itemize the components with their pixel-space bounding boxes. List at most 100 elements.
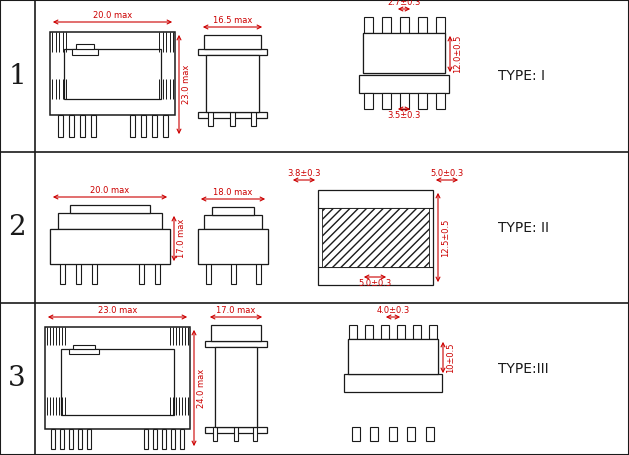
Text: TYPE: I: TYPE: I [498, 69, 545, 83]
Text: 23.0 max: 23.0 max [182, 65, 191, 104]
Bar [141, 115, 146, 137]
Bar [87, 429, 91, 449]
Text: 10±0.5: 10±0.5 [446, 342, 455, 373]
Bar [153, 429, 157, 449]
Bar [389, 427, 397, 441]
Bar [322, 208, 429, 267]
Bar [50, 229, 170, 264]
Text: 23.0 max: 23.0 max [98, 306, 137, 315]
Bar [234, 427, 238, 441]
Bar [204, 35, 261, 49]
Text: 12.5±0.5: 12.5±0.5 [441, 218, 450, 257]
Bar [58, 115, 63, 137]
Bar [400, 93, 409, 109]
Bar [155, 262, 160, 284]
Bar [206, 55, 259, 112]
Bar [381, 325, 389, 339]
Bar [78, 429, 82, 449]
Bar [436, 17, 445, 33]
Bar [256, 262, 261, 284]
Text: 12.0±0.5: 12.0±0.5 [453, 35, 462, 73]
Bar [204, 215, 262, 229]
Bar [198, 112, 267, 118]
Text: 2: 2 [8, 214, 26, 241]
Bar [253, 427, 257, 441]
Bar [76, 44, 94, 49]
Bar [152, 115, 157, 137]
Bar [426, 427, 434, 441]
Text: TYPE: II: TYPE: II [498, 221, 549, 234]
Bar [198, 229, 268, 264]
Bar [213, 427, 217, 441]
Bar [212, 207, 254, 215]
Bar [364, 93, 373, 109]
Text: 3.8±0.3: 3.8±0.3 [287, 169, 321, 178]
Bar [69, 349, 99, 354]
Bar [206, 262, 211, 284]
Bar [76, 262, 81, 284]
Bar [215, 347, 257, 427]
Text: 4.0±0.3: 4.0±0.3 [376, 306, 409, 315]
Text: 17.0 max: 17.0 max [177, 219, 186, 258]
Bar [370, 427, 378, 441]
Bar [363, 33, 445, 73]
Text: 24.0 max: 24.0 max [197, 369, 206, 408]
Bar [407, 427, 415, 441]
Bar [251, 112, 256, 126]
Text: 2.7±0.3: 2.7±0.3 [387, 0, 421, 7]
Bar [429, 325, 437, 339]
Bar [231, 262, 236, 284]
Bar [92, 262, 97, 284]
Text: 20.0 max: 20.0 max [91, 186, 130, 195]
Text: 16.5 max: 16.5 max [213, 16, 252, 25]
Bar [349, 325, 357, 339]
Bar [69, 115, 74, 137]
Bar [400, 17, 409, 33]
Bar [180, 429, 184, 449]
Bar [382, 93, 391, 109]
Text: TYPE:III: TYPE:III [498, 362, 548, 376]
Bar [205, 427, 267, 433]
Bar [206, 55, 259, 112]
Bar [365, 325, 373, 339]
Text: 1: 1 [8, 62, 26, 90]
Text: 5.0±0.3: 5.0±0.3 [430, 169, 464, 178]
Text: 17.0 max: 17.0 max [216, 306, 255, 315]
Bar [198, 229, 268, 264]
Bar [70, 205, 150, 213]
Bar [69, 429, 73, 449]
Bar [163, 115, 168, 137]
Bar [436, 93, 445, 109]
Text: 18.0 max: 18.0 max [213, 188, 253, 197]
Bar [60, 429, 64, 449]
Bar [51, 429, 55, 449]
Bar [80, 115, 85, 137]
Bar [413, 325, 421, 339]
Bar [205, 341, 267, 347]
Bar [58, 213, 162, 229]
Bar [208, 112, 213, 126]
Bar [211, 325, 261, 341]
Bar [45, 327, 190, 429]
Text: 5.0±0.3: 5.0±0.3 [359, 279, 392, 288]
Bar [139, 262, 144, 284]
Bar [418, 17, 427, 33]
Bar [318, 190, 433, 285]
Bar [215, 347, 257, 427]
Bar [171, 429, 175, 449]
Bar [73, 345, 95, 349]
Bar [348, 339, 438, 374]
Bar [130, 115, 135, 137]
Bar [72, 49, 98, 55]
Bar [418, 93, 427, 109]
Bar [144, 429, 148, 449]
Bar [348, 339, 438, 374]
Bar [50, 229, 170, 264]
Bar [363, 33, 445, 73]
Bar [60, 262, 65, 284]
Bar [344, 374, 442, 392]
Bar [91, 115, 96, 137]
Bar [397, 325, 405, 339]
Bar [50, 32, 175, 115]
Text: 20.0 max: 20.0 max [93, 11, 132, 20]
